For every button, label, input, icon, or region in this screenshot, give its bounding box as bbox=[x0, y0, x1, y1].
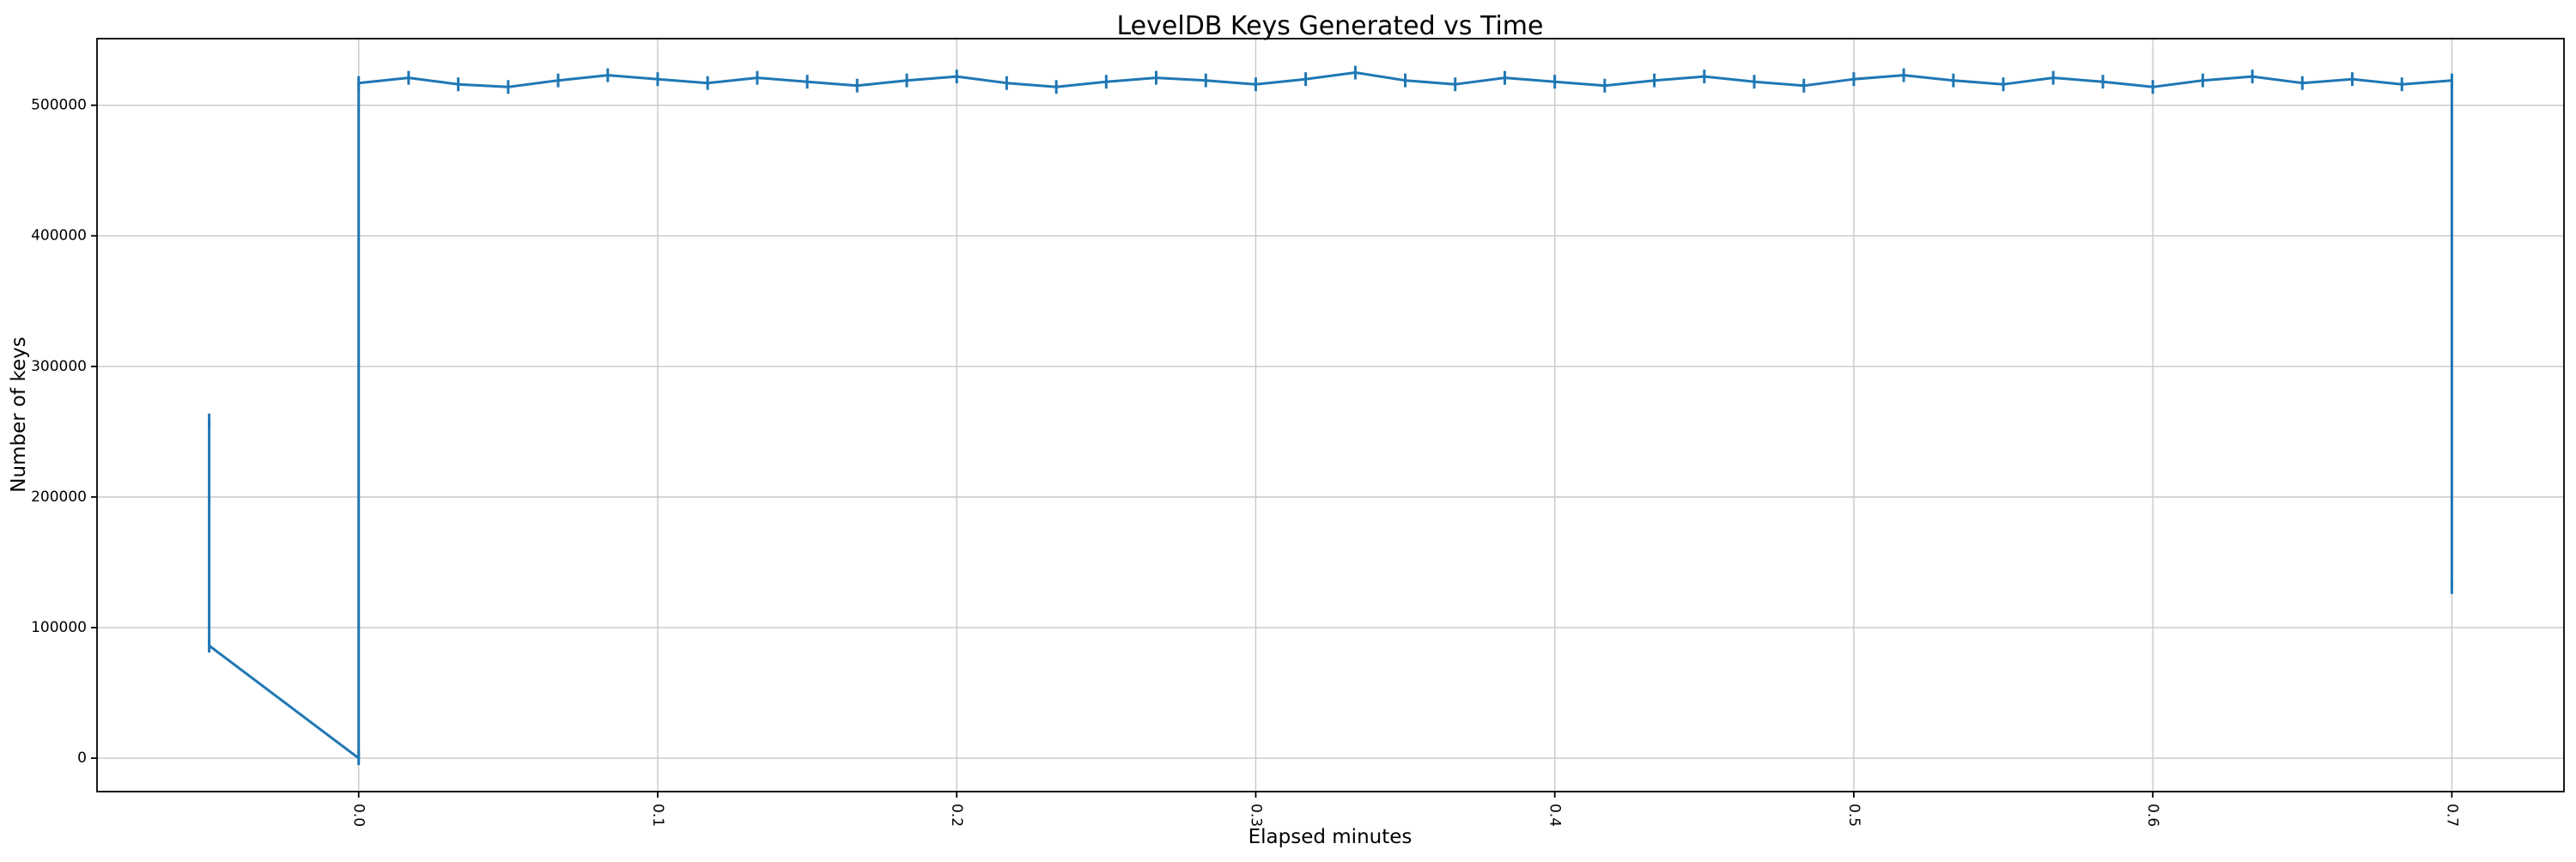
plot-border bbox=[96, 38, 2565, 792]
x-tick-label: 0.6 bbox=[2144, 804, 2161, 827]
grid-layer bbox=[97, 39, 2564, 792]
data-series-layer bbox=[208, 65, 2453, 766]
y-tick-label: 200000 bbox=[31, 489, 87, 506]
tick-layer bbox=[91, 104, 2453, 798]
y-tick-label: 0 bbox=[77, 750, 87, 767]
y-tick-label: 500000 bbox=[31, 97, 87, 114]
tick-label-layer: 0 100000 200000 300000 400000 500000 0.0 0.1 0.2… bbox=[31, 97, 2460, 827]
x-tick-label: 0.1 bbox=[649, 804, 666, 827]
x-tick-label: 0.0 bbox=[350, 804, 368, 827]
x-tick-label: 0.5 bbox=[1845, 804, 1862, 827]
x-tick-label: 0.7 bbox=[2443, 804, 2460, 827]
x-tick-label: 0.2 bbox=[948, 804, 965, 827]
x-axis-label: Elapsed minutes bbox=[1249, 826, 1413, 848]
series-line bbox=[208, 71, 2453, 760]
chart-title: LevelDB Keys Generated vs Time bbox=[1117, 11, 1544, 41]
x-tick-label: 0.4 bbox=[1546, 804, 1564, 827]
y-tick-label: 100000 bbox=[31, 619, 87, 636]
y-axis-label: Number of keys bbox=[8, 337, 30, 492]
x-tick-label: 0.3 bbox=[1247, 804, 1264, 827]
y-tick-label: 300000 bbox=[31, 358, 87, 375]
y-tick-label: 400000 bbox=[31, 228, 87, 245]
